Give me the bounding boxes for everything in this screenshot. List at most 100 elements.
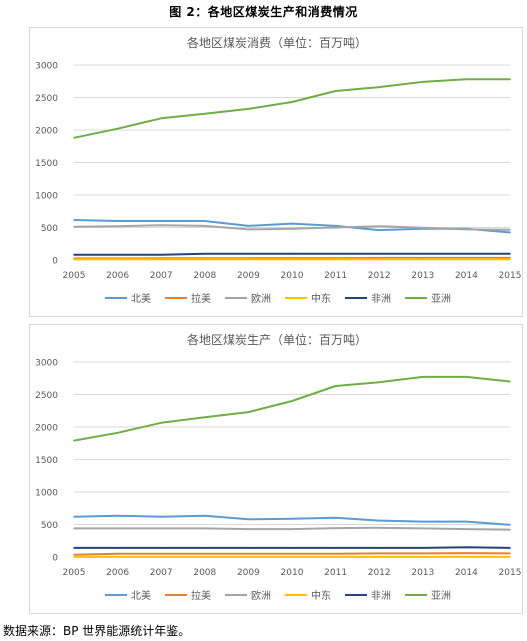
data-point (160, 547, 162, 549)
data-point (509, 556, 511, 558)
x-tick-label: 2007 (150, 271, 173, 281)
data-point (422, 253, 424, 255)
data-point (465, 546, 468, 549)
data-point (116, 254, 119, 256)
data-point (334, 258, 337, 261)
y-tick-label: 2000 (35, 424, 58, 434)
data-point (247, 518, 250, 521)
data-point (160, 552, 162, 555)
data-point (422, 376, 424, 378)
chart-title: 各地区煤炭消费（单位：百万吨） (187, 35, 367, 50)
data-point (509, 547, 511, 549)
y-tick-label: 500 (41, 521, 58, 531)
data-point (291, 228, 293, 230)
chart-title: 各地区煤炭生产（单位：百万吨） (187, 332, 367, 347)
data-point (160, 220, 162, 222)
data-point (204, 556, 206, 558)
x-tick-label: 2006 (106, 271, 129, 281)
data-point (465, 376, 468, 378)
x-tick-label: 2010 (281, 271, 304, 281)
y-tick-label: 1500 (35, 456, 58, 466)
legend-label: 中东 (311, 589, 331, 602)
data-point (465, 556, 468, 558)
x-tick-label: 2007 (150, 568, 173, 578)
data-point (291, 517, 293, 520)
data-point (422, 258, 424, 261)
data-point (247, 547, 250, 549)
data-point (509, 228, 511, 231)
data-point (422, 520, 424, 523)
data-point (422, 527, 424, 530)
production-chart: 各地区煤炭生产（单位：百万吨） 0 500 1000 1500 2000 2500 3000 2… (29, 324, 523, 614)
x-tick-label: 2011 (324, 271, 347, 281)
data-point (247, 253, 250, 255)
data-point (73, 137, 75, 139)
data-point (73, 556, 75, 558)
data-point (247, 228, 250, 231)
series-line (73, 514, 511, 526)
data-point (378, 519, 381, 522)
data-point (509, 78, 511, 81)
data-point (73, 219, 75, 221)
data-point (160, 527, 162, 530)
legend-label: 亚洲 (431, 590, 451, 602)
data-point (509, 231, 511, 234)
data-point (247, 552, 250, 555)
data-point (204, 225, 206, 227)
data-point (378, 225, 381, 227)
data-point (291, 101, 293, 103)
data-point (465, 253, 468, 255)
production-chart-svg: 各地区煤炭生产（单位：百万吨） 0 500 1000 1500 2000 2500 3000 2… (35, 332, 522, 602)
data-point (247, 108, 250, 110)
data-point (204, 258, 206, 261)
data-point (204, 552, 206, 555)
data-point (334, 253, 337, 255)
consumption-chart: 各地区煤炭消费（单位：百万吨） 0 500 1000 1500 2000 2500 3000 2… (29, 27, 523, 317)
data-point (116, 547, 119, 549)
data-point (422, 547, 424, 549)
data-point (378, 526, 381, 529)
legend-label: 欧洲 (251, 590, 271, 602)
x-tick-label: 2006 (106, 568, 129, 578)
legend-label: 拉美 (191, 589, 211, 602)
data-point (116, 432, 119, 434)
data-point (73, 226, 75, 228)
data-point (116, 127, 119, 130)
data-point (160, 515, 162, 518)
y-tick-label: 1000 (35, 192, 58, 202)
y-tick-label: 2000 (35, 127, 58, 137)
legend-label: 中东 (311, 292, 331, 305)
x-tick-label: 2009 (237, 271, 260, 281)
data-point (334, 516, 337, 519)
legend-label: 亚洲 (431, 293, 451, 305)
data-point (334, 552, 337, 555)
series-line (73, 375, 511, 442)
data-point (378, 381, 381, 383)
data-point (247, 258, 250, 261)
data-point (291, 547, 293, 549)
source-note: 数据来源：BP 世界能源统计年鉴。 (3, 624, 191, 638)
y-tick-label: 2500 (35, 94, 58, 104)
data-point (465, 228, 468, 231)
data-point (378, 86, 381, 88)
data-point (116, 258, 119, 261)
legend-label: 欧洲 (251, 293, 271, 305)
data-point (334, 90, 337, 92)
data-point (334, 225, 337, 227)
data-point (465, 552, 468, 554)
data-point (334, 547, 337, 549)
data-point (509, 528, 511, 531)
data-point (116, 527, 119, 530)
legend-label: 拉美 (191, 292, 211, 305)
data-point (291, 253, 293, 255)
data-point (378, 229, 381, 231)
x-tick-label: 2014 (455, 568, 478, 578)
x-tick-label: 2015 (499, 568, 522, 578)
data-point (422, 552, 424, 555)
data-point (160, 254, 162, 256)
data-point (378, 552, 381, 555)
data-point (422, 81, 424, 83)
data-point (422, 227, 424, 229)
data-point (334, 556, 337, 558)
legend-label: 北美 (131, 589, 151, 602)
